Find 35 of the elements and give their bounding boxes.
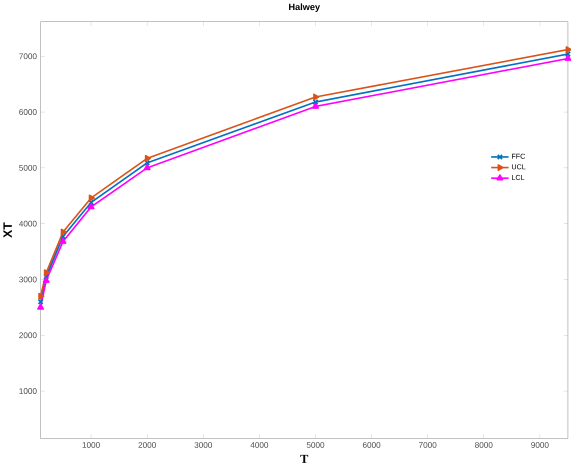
y-tick-label: 5000 — [19, 164, 37, 171]
chart-title: Halwey — [289, 3, 320, 12]
y-tick-label: 4000 — [19, 220, 37, 226]
point — [88, 199, 94, 206]
x-tick-label: 5000 — [306, 442, 324, 448]
y-tick-label: 7000 — [19, 53, 37, 60]
y-tick-label: 3000 — [19, 276, 37, 282]
x-tick-label: 4000 — [250, 442, 268, 448]
point — [43, 274, 50, 280]
x-tick-label: 1000 — [82, 442, 100, 448]
point — [88, 194, 95, 202]
point — [60, 238, 66, 244]
point — [144, 164, 151, 170]
x-axis-title: T — [300, 454, 308, 463]
y-tick-label: 1000 — [19, 388, 37, 394]
point — [38, 292, 44, 300]
point — [312, 98, 318, 105]
x-tick-label: 9000 — [531, 442, 549, 448]
y-tick-label: 6000 — [19, 109, 37, 115]
x-tick-label: 8000 — [475, 442, 493, 448]
point — [144, 154, 152, 162]
x-tick-label: 7000 — [419, 442, 436, 448]
point — [313, 93, 320, 100]
y-axis-title: XT — [3, 222, 12, 238]
point — [44, 269, 50, 276]
x-tick-label: 3000 — [194, 442, 212, 448]
point — [144, 160, 150, 166]
x-tick-label: 2000 — [138, 442, 156, 448]
point — [37, 303, 44, 310]
point — [88, 202, 95, 210]
y-tick-label: 2000 — [19, 332, 37, 338]
point — [312, 102, 319, 109]
point — [42, 276, 50, 283]
point — [60, 228, 67, 236]
x-tick-label: 6000 — [362, 442, 380, 448]
